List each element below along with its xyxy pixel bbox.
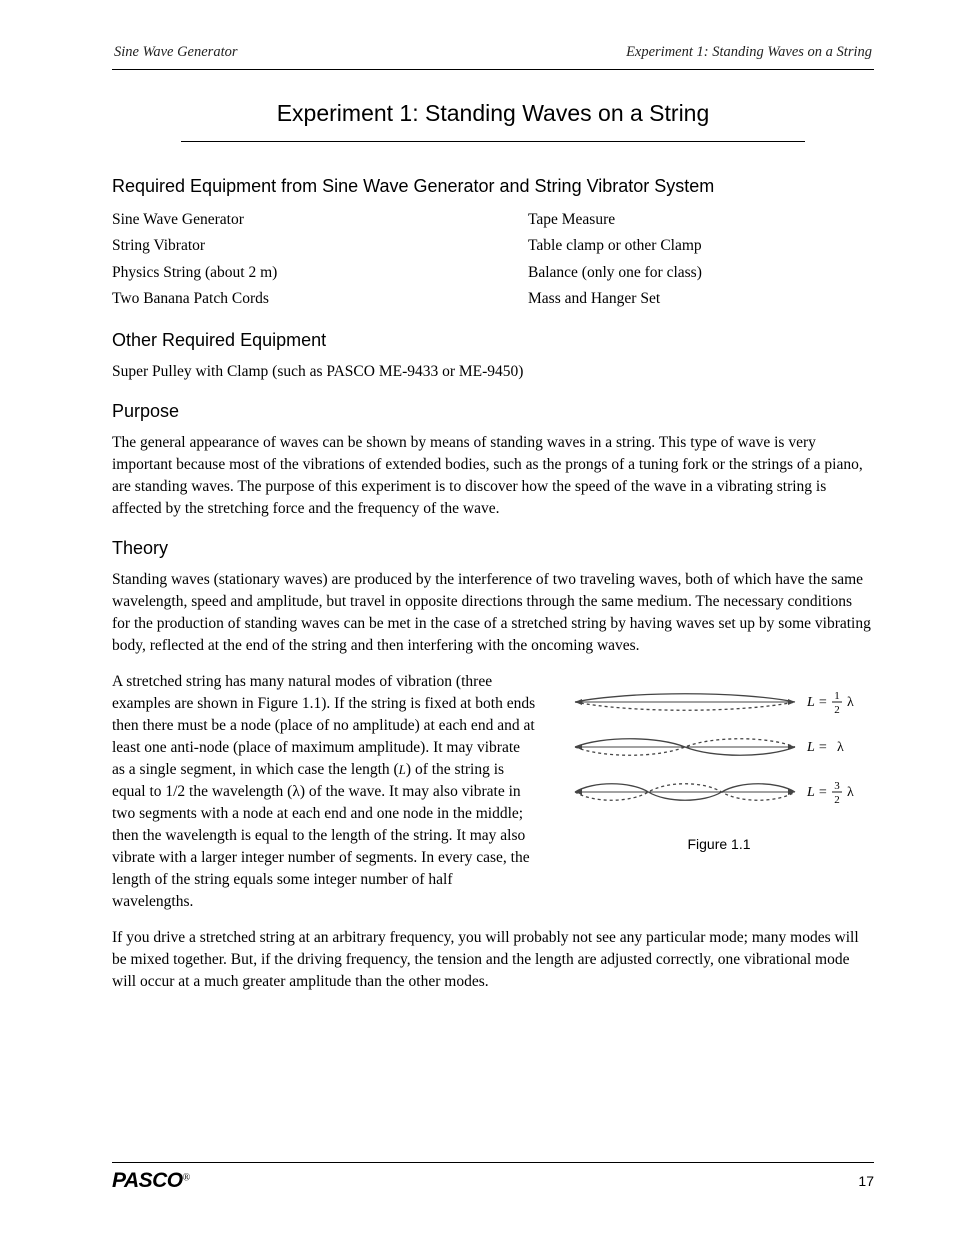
svg-text:λ: λ xyxy=(847,785,854,800)
theory-para-1: Standing waves (stationary waves) are pr… xyxy=(112,569,874,657)
svg-text:L =: L = xyxy=(806,740,827,755)
purpose-heading: Purpose xyxy=(112,401,874,422)
theory-heading: Theory xyxy=(112,538,874,559)
equipment-heading: Required Equipment from Sine Wave Genera… xyxy=(112,176,874,197)
purpose-text: The general appearance of waves can be s… xyxy=(112,432,874,520)
svg-text:L =: L = xyxy=(806,785,827,800)
footer: PASCO® 17 xyxy=(112,1169,874,1193)
standing-wave-diagram: L =12λL =λL =32λ xyxy=(569,677,869,827)
svg-text:2: 2 xyxy=(834,794,840,806)
title-rule xyxy=(181,141,806,142)
header-right: Experiment 1: Standing Waves on a String xyxy=(626,44,872,61)
theory-para-3: If you drive a stretched string at an ar… xyxy=(112,927,874,993)
svg-text:3: 3 xyxy=(834,780,840,792)
header-left: Sine Wave Generator xyxy=(114,44,238,61)
running-header: Sine Wave Generator Experiment 1: Standi… xyxy=(112,44,874,61)
L-symbol: L xyxy=(399,762,406,777)
experiment-title: Experiment 1: Standing Waves on a String xyxy=(112,100,874,127)
svg-text:1: 1 xyxy=(834,690,840,702)
figure-1-1: L =12λL =λL =32λ Figure 1.1 xyxy=(564,671,874,852)
svg-text:λ: λ xyxy=(847,695,854,710)
header-rule xyxy=(112,69,874,70)
equipment-col-1: Sine Wave Generator String Vibrator Phys… xyxy=(112,207,458,312)
pasco-logo: PASCO® xyxy=(112,1169,190,1193)
theory-para-2: A stretched string has many natural mode… xyxy=(112,671,536,913)
other-equipment-heading: Other Required Equipment xyxy=(112,330,874,351)
svg-text:L =: L = xyxy=(806,695,827,710)
equipment-columns: Sine Wave Generator String Vibrator Phys… xyxy=(112,207,874,312)
equipment-col-2: Tape Measure Table clamp or other Clamp … xyxy=(528,207,874,312)
figure-caption: Figure 1.1 xyxy=(564,836,874,852)
svg-text:2: 2 xyxy=(834,704,840,716)
footer-rule xyxy=(112,1162,874,1163)
page-number: 17 xyxy=(858,1173,874,1189)
svg-text:λ: λ xyxy=(837,740,844,755)
other-equipment-text: Super Pulley with Clamp (such as PASCO M… xyxy=(112,361,874,383)
